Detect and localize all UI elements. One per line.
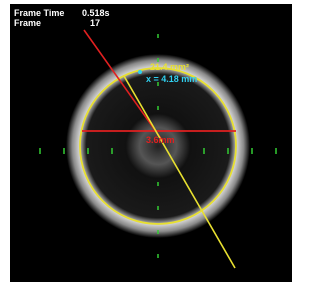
frame-label: Frame: [14, 18, 41, 28]
page: Frame Time 0.518s Frame 17 21.4 mm² x = …: [0, 0, 295, 285]
frame-time-label: Frame Time: [14, 8, 64, 18]
ultrasound-view: Frame Time 0.518s Frame 17 21.4 mm² x = …: [0, 0, 295, 285]
marker-dot: [138, 70, 142, 74]
area-label: 21.4 mm²: [150, 62, 189, 72]
frame-time: 0.518s: [82, 8, 110, 18]
frame-number: 17: [90, 18, 100, 28]
center-label: 3.6mm: [146, 135, 175, 145]
diameter-label: x = 4.18 mm: [146, 74, 197, 84]
